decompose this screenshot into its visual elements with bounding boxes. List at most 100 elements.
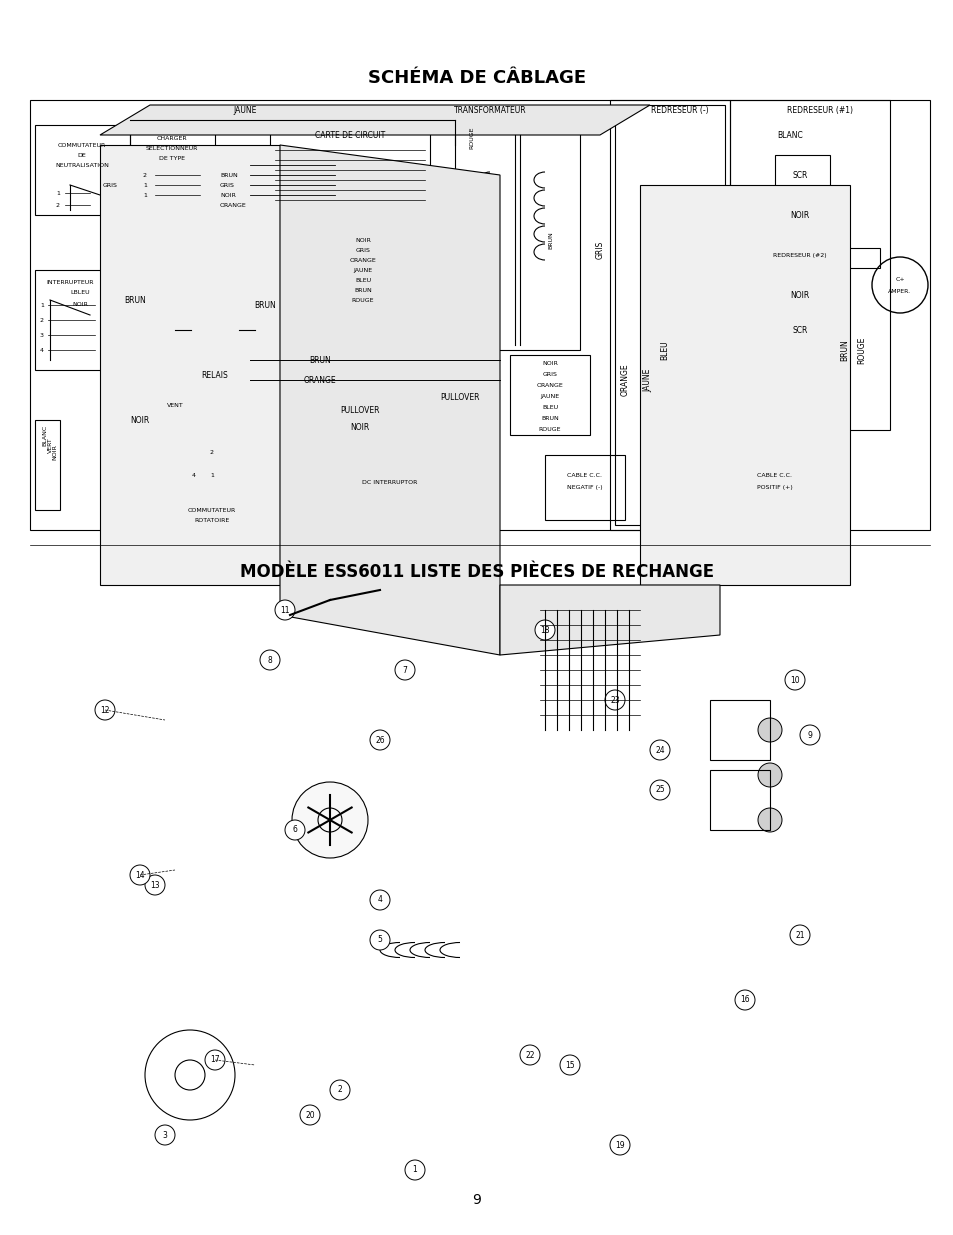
- Text: PULLOVER: PULLOVER: [340, 405, 379, 415]
- Circle shape: [95, 700, 115, 720]
- Text: 12: 12: [100, 705, 110, 715]
- Text: LBLEU: LBLEU: [71, 289, 90, 294]
- Text: 20: 20: [305, 1110, 314, 1119]
- Text: 14: 14: [135, 871, 145, 879]
- Circle shape: [395, 659, 415, 680]
- Text: SCHÉMA DE CÂBLAGE: SCHÉMA DE CÂBLAGE: [368, 69, 585, 86]
- Text: 4: 4: [40, 347, 44, 352]
- Text: BRUN: BRUN: [354, 288, 372, 293]
- Text: 3: 3: [40, 332, 44, 337]
- Text: GRIS: GRIS: [355, 247, 370, 252]
- Text: 7: 7: [402, 666, 407, 674]
- Circle shape: [649, 781, 669, 800]
- Polygon shape: [100, 144, 280, 585]
- Text: CHARGER: CHARGER: [156, 136, 187, 141]
- Polygon shape: [100, 105, 649, 135]
- Text: MODÈLE ESS6011 LISTE DES PIÈCES DE RECHANGE: MODÈLE ESS6011 LISTE DES PIÈCES DE RECHA…: [240, 563, 713, 580]
- Text: BRUN: BRUN: [540, 415, 558, 420]
- Circle shape: [130, 864, 150, 885]
- Text: VERT: VERT: [48, 437, 52, 453]
- Circle shape: [205, 1050, 225, 1070]
- Text: PULLOVER: PULLOVER: [439, 393, 479, 401]
- Circle shape: [784, 671, 804, 690]
- Text: VENT: VENT: [167, 403, 183, 408]
- Polygon shape: [499, 585, 720, 655]
- Circle shape: [330, 1079, 350, 1100]
- Circle shape: [559, 1055, 579, 1074]
- Text: GRIS: GRIS: [542, 372, 557, 377]
- Text: TRANSFORMATEUR: TRANSFORMATEUR: [454, 105, 526, 115]
- Text: 15: 15: [564, 1061, 575, 1070]
- Text: 9: 9: [807, 730, 812, 740]
- Polygon shape: [280, 144, 499, 655]
- Text: 23: 23: [610, 695, 619, 704]
- Text: 16: 16: [740, 995, 749, 1004]
- Text: 18: 18: [539, 625, 549, 635]
- Circle shape: [405, 1160, 424, 1179]
- Text: 19: 19: [615, 1140, 624, 1150]
- Text: REDRESEUR (-): REDRESEUR (-): [651, 105, 708, 115]
- Text: BLEU: BLEU: [355, 278, 371, 283]
- Text: GRIS: GRIS: [220, 183, 234, 188]
- Circle shape: [292, 782, 368, 858]
- Text: RELAIS: RELAIS: [201, 370, 228, 379]
- Text: 2: 2: [337, 1086, 342, 1094]
- Text: NEGATIF (-): NEGATIF (-): [567, 484, 602, 489]
- Text: BRUN: BRUN: [220, 173, 237, 178]
- Text: ORANGE: ORANGE: [536, 383, 563, 388]
- Text: 22: 22: [525, 1051, 535, 1060]
- Text: 4: 4: [377, 895, 382, 904]
- Text: 9: 9: [472, 1193, 481, 1207]
- Text: BRUN: BRUN: [840, 340, 848, 361]
- Text: JAUNE: JAUNE: [643, 368, 652, 391]
- Text: C+: C+: [894, 277, 903, 282]
- Text: ROUGE: ROUGE: [538, 426, 560, 431]
- Circle shape: [370, 730, 390, 750]
- Text: NOIR: NOIR: [350, 422, 369, 431]
- Text: AMPER.: AMPER.: [887, 289, 911, 294]
- Text: NOIR: NOIR: [52, 445, 57, 459]
- Text: NOIR: NOIR: [220, 193, 235, 198]
- Text: BRUN: BRUN: [253, 300, 275, 310]
- Text: BRUN: BRUN: [548, 231, 553, 249]
- Text: BLANC: BLANC: [777, 131, 802, 140]
- Text: REDRESEUR (#1): REDRESEUR (#1): [786, 105, 852, 115]
- Text: NOIR: NOIR: [789, 290, 809, 300]
- Text: ORANGE: ORANGE: [303, 375, 336, 384]
- Circle shape: [734, 990, 754, 1010]
- Text: 24: 24: [655, 746, 664, 755]
- Text: 8: 8: [268, 656, 273, 664]
- Text: ORANGE: ORANGE: [619, 363, 629, 396]
- Text: CABLE C.C.: CABLE C.C.: [567, 473, 602, 478]
- Text: 1: 1: [56, 190, 60, 195]
- Text: ROTATOIRE: ROTATOIRE: [194, 517, 230, 522]
- Text: COMMUTATEUR: COMMUTATEUR: [58, 142, 106, 147]
- Circle shape: [758, 808, 781, 832]
- Text: ROUGE: ROUGE: [469, 127, 474, 149]
- Circle shape: [609, 1135, 629, 1155]
- Text: DE: DE: [77, 152, 87, 158]
- Text: ROUGE: ROUGE: [352, 298, 374, 303]
- Text: CARTE DE CIRCUIT: CARTE DE CIRCUIT: [314, 131, 385, 140]
- Text: NEUTRALISATION: NEUTRALISATION: [55, 163, 109, 168]
- Text: REDRESEUR (#2): REDRESEUR (#2): [772, 252, 826, 258]
- Text: NOIR: NOIR: [789, 210, 809, 220]
- Text: 25: 25: [655, 785, 664, 794]
- Circle shape: [519, 1045, 539, 1065]
- Text: 13: 13: [150, 881, 160, 889]
- Circle shape: [758, 718, 781, 742]
- Text: 11: 11: [280, 605, 290, 615]
- Text: SELECTIONNEUR: SELECTIONNEUR: [146, 146, 198, 151]
- Circle shape: [370, 930, 390, 950]
- Circle shape: [299, 1105, 319, 1125]
- Text: GRIS: GRIS: [103, 183, 118, 188]
- Text: NOIR: NOIR: [541, 361, 558, 366]
- Text: 6: 6: [293, 825, 297, 835]
- Circle shape: [145, 876, 165, 895]
- Text: 2: 2: [40, 317, 44, 322]
- Text: 17: 17: [210, 1056, 219, 1065]
- Circle shape: [260, 650, 280, 671]
- Circle shape: [370, 890, 390, 910]
- Circle shape: [274, 600, 294, 620]
- Text: 1: 1: [143, 183, 147, 188]
